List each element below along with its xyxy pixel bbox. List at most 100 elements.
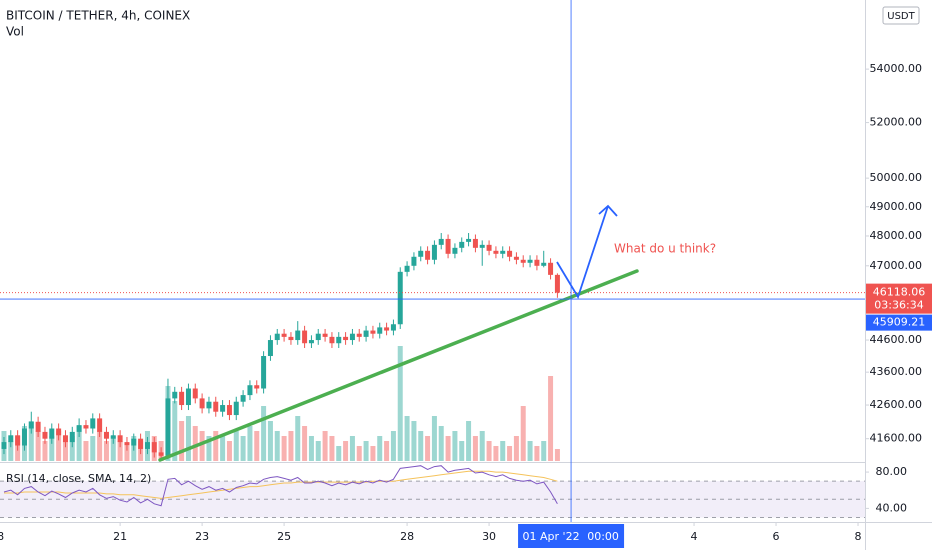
volume-bar [370, 446, 376, 461]
candle-body [507, 250, 513, 257]
volume-bar [42, 441, 48, 461]
candle-body [459, 241, 465, 248]
volume-bar [520, 406, 526, 461]
candle-body [548, 262, 554, 275]
chart-title: BITCOIN / TETHER, 4h, COINEX [6, 9, 190, 23]
candle-body [185, 388, 191, 406]
volume-bar [384, 441, 390, 461]
volume-bar [541, 441, 547, 461]
y-tick-label: 44600.00 [870, 333, 923, 346]
candle-body [445, 238, 451, 254]
volume-bar [254, 431, 260, 461]
candle-body [103, 431, 109, 439]
candle-body [69, 431, 75, 443]
candle-body [500, 250, 506, 254]
volume-bar [185, 416, 191, 461]
rsi-tick-label: 80.00 [876, 465, 908, 478]
y-tick-label: 52000.00 [870, 116, 923, 129]
volume-bar [97, 431, 103, 461]
volume-bar [192, 426, 198, 461]
candle-body [131, 438, 137, 446]
candle-body [165, 398, 171, 456]
axis-layer: 54000.00 52000.00 50000.00 49000.00 48000.00… [0, 62, 922, 543]
candle-body [56, 428, 62, 436]
volume-bar [28, 421, 34, 461]
candle-body [411, 256, 417, 266]
volume-bar [411, 421, 417, 461]
volume-bar [35, 431, 41, 461]
crosshair-price: 45909.21 [873, 316, 926, 329]
candle-body [1, 442, 7, 449]
candle-body [281, 333, 287, 337]
volume-bar [206, 436, 212, 461]
volume-layer [1, 346, 560, 461]
candle-body [425, 250, 431, 260]
volume-bar [288, 431, 294, 461]
volume-bar [418, 431, 424, 461]
candle-body [438, 238, 444, 245]
arrow-head [598, 204, 618, 217]
volume-bar [302, 426, 308, 461]
candle-body [110, 435, 116, 439]
candle-body [267, 340, 273, 357]
candle-body [431, 244, 437, 260]
crosshair-time-badge [518, 524, 625, 548]
volume-bar [349, 436, 355, 461]
volume-bar [103, 441, 109, 461]
candle-body [220, 405, 226, 412]
x-tick-label: 21 [113, 530, 127, 543]
volume-bar [90, 436, 96, 461]
candle-body [418, 250, 424, 257]
volume-bar [500, 441, 506, 461]
candle-body [541, 262, 547, 266]
volume-bar [267, 421, 273, 461]
x-tick-label: 6 [773, 530, 780, 543]
currency-badge[interactable] [882, 6, 920, 25]
candle-body [8, 435, 14, 443]
candle-body [144, 442, 150, 449]
countdown: 03:36:34 [874, 299, 923, 312]
y-tick-label: 49000.00 [870, 200, 923, 213]
candle-body [240, 395, 246, 402]
volume-bar [513, 436, 519, 461]
candle-body [397, 271, 403, 325]
volume-bar [459, 441, 465, 461]
candle-body [513, 256, 519, 260]
volume-bar [247, 426, 253, 461]
volume-bar [486, 441, 492, 461]
volume-bar [295, 416, 301, 461]
volume-bar [240, 436, 246, 461]
volume-bar [69, 436, 75, 461]
candle-body [15, 435, 21, 446]
candle-body [452, 247, 458, 254]
volume-bar [117, 441, 123, 461]
candle-body [206, 401, 212, 409]
volume-bar [390, 431, 396, 461]
candle-body [274, 333, 280, 341]
volume-bar [329, 436, 335, 461]
volume-bar [452, 431, 458, 461]
volume-bar [431, 416, 437, 461]
volume-bar [56, 431, 62, 461]
y-tick-label: 42600.00 [870, 398, 923, 411]
volume-bar [397, 346, 403, 461]
volume-bar [534, 446, 540, 461]
volume-bar [220, 436, 226, 461]
y-tick-label: 50000.00 [870, 171, 923, 184]
volume-bar [8, 441, 14, 461]
candle-body [486, 244, 492, 251]
volume-bar [76, 426, 82, 461]
candle-body [192, 388, 198, 399]
volume-bar [425, 436, 431, 461]
candle-body [49, 428, 55, 439]
candle-body [527, 259, 533, 263]
candle-body [254, 385, 260, 389]
volume-bar [548, 376, 554, 461]
volume-bar [233, 431, 239, 461]
annotation: What do u think? [614, 242, 716, 256]
candle-body [329, 336, 335, 344]
rsi-tick-label: 40.00 [876, 501, 908, 514]
candle-body [343, 336, 349, 341]
candle-body [349, 333, 355, 341]
